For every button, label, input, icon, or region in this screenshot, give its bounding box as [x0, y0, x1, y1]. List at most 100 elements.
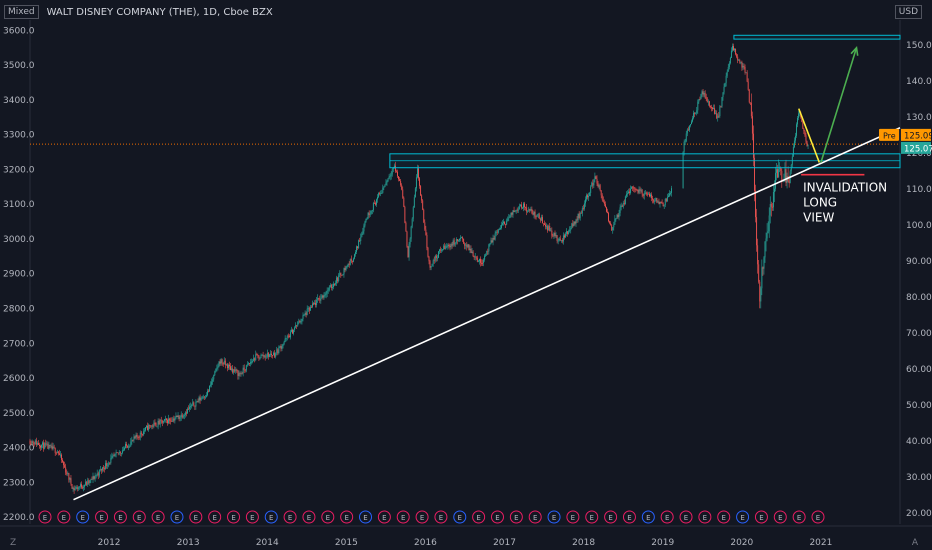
candle-body [75, 487, 77, 489]
candle-body [202, 396, 204, 398]
candle-body [359, 240, 361, 242]
candle-body [36, 443, 38, 445]
candle-body [476, 257, 478, 262]
candle-body [277, 349, 279, 354]
candle-body [288, 336, 290, 338]
candle-body [232, 368, 234, 373]
candle-body [549, 226, 551, 232]
candle-body [405, 222, 407, 232]
earnings-marker [38, 510, 52, 524]
candle-body [50, 445, 52, 447]
earnings-marker [736, 510, 750, 524]
candle-body [510, 212, 512, 216]
candle-body [362, 231, 364, 234]
candle-body [643, 193, 645, 196]
candle-body [151, 425, 153, 427]
earnings-marker-label: E [722, 514, 726, 522]
candle-body [90, 478, 92, 481]
earnings-marker [453, 510, 467, 524]
earnings-marker [660, 510, 674, 524]
candle-body [588, 196, 590, 198]
candle-body [234, 369, 236, 372]
candle-body [235, 369, 237, 372]
candle-body [51, 445, 53, 449]
candle-body [67, 473, 69, 475]
candle-body [207, 390, 208, 396]
candle-body [554, 232, 556, 237]
candle-body [623, 202, 625, 205]
candle-body [349, 259, 351, 265]
candle-body [654, 201, 656, 203]
candle-body [219, 361, 221, 364]
right-axis-tick: 80.00 [906, 293, 932, 303]
candle-body [531, 209, 533, 214]
candle-body [369, 213, 371, 216]
candle-body [527, 211, 529, 213]
candle-body [572, 223, 574, 227]
candle-body [513, 210, 515, 212]
candle-body [127, 445, 129, 448]
candle-body [439, 249, 440, 252]
currency-badge[interactable]: USD [894, 5, 922, 19]
candle-body [328, 287, 330, 291]
candle-body [514, 211, 516, 213]
candle-body [380, 193, 382, 195]
candle-body [149, 424, 151, 426]
candle-body [126, 444, 128, 446]
candle-body [194, 405, 196, 407]
auto-scale-button[interactable]: A [911, 538, 918, 548]
candle-body [627, 193, 628, 195]
candle-body [590, 186, 592, 193]
candle-body [540, 217, 542, 221]
candle-body [648, 193, 649, 195]
earnings-marker-label: E [420, 514, 424, 522]
time-axis-tick: 2015 [335, 538, 358, 548]
candle-body [684, 141, 686, 143]
candle-body [734, 48, 735, 51]
candle-body [229, 364, 230, 367]
candle-body [55, 452, 57, 454]
candle-body [173, 418, 175, 421]
earnings-marker-label: E [156, 514, 160, 522]
candle-body [118, 451, 120, 454]
scale-mode-badge[interactable]: Mixed [4, 5, 39, 19]
earnings-marker [698, 510, 712, 524]
candle-body [241, 373, 243, 375]
projection-up-arrow [820, 47, 858, 163]
candle-body [211, 381, 213, 385]
candle-body [538, 214, 540, 219]
projection-down-line [798, 108, 821, 163]
earnings-marker-label: E [740, 514, 744, 522]
left-axis-tick: 2700.0 [3, 339, 35, 349]
earnings-marker [547, 510, 561, 524]
candle-body [473, 256, 475, 258]
time-axis-tick: 2019 [651, 538, 674, 548]
earnings-marker [132, 510, 146, 524]
candle-body [220, 359, 222, 364]
candle-body [278, 347, 280, 354]
candle-body [274, 352, 276, 357]
candle-body [109, 462, 111, 464]
candle-body [145, 427, 146, 431]
candle-body [52, 446, 54, 449]
candle-body [806, 141, 808, 146]
candle-body [83, 486, 84, 488]
candle-body [31, 441, 33, 444]
candle-body [737, 56, 739, 61]
candle-body [699, 99, 701, 100]
candle-body [120, 453, 122, 454]
candle-body [616, 214, 618, 219]
earnings-marker-label: E [703, 514, 707, 522]
earnings-marker [679, 510, 693, 524]
zoom-corner-left[interactable]: Z [10, 538, 17, 548]
candle-body [725, 75, 727, 83]
candle-body [273, 352, 275, 356]
candle-body [483, 259, 485, 263]
candle-body [656, 197, 658, 203]
candle-body [410, 226, 412, 239]
candle-body [516, 210, 518, 212]
earnings-marker-label: E [212, 514, 216, 522]
candle-body [533, 211, 535, 215]
candle-body [568, 230, 570, 235]
